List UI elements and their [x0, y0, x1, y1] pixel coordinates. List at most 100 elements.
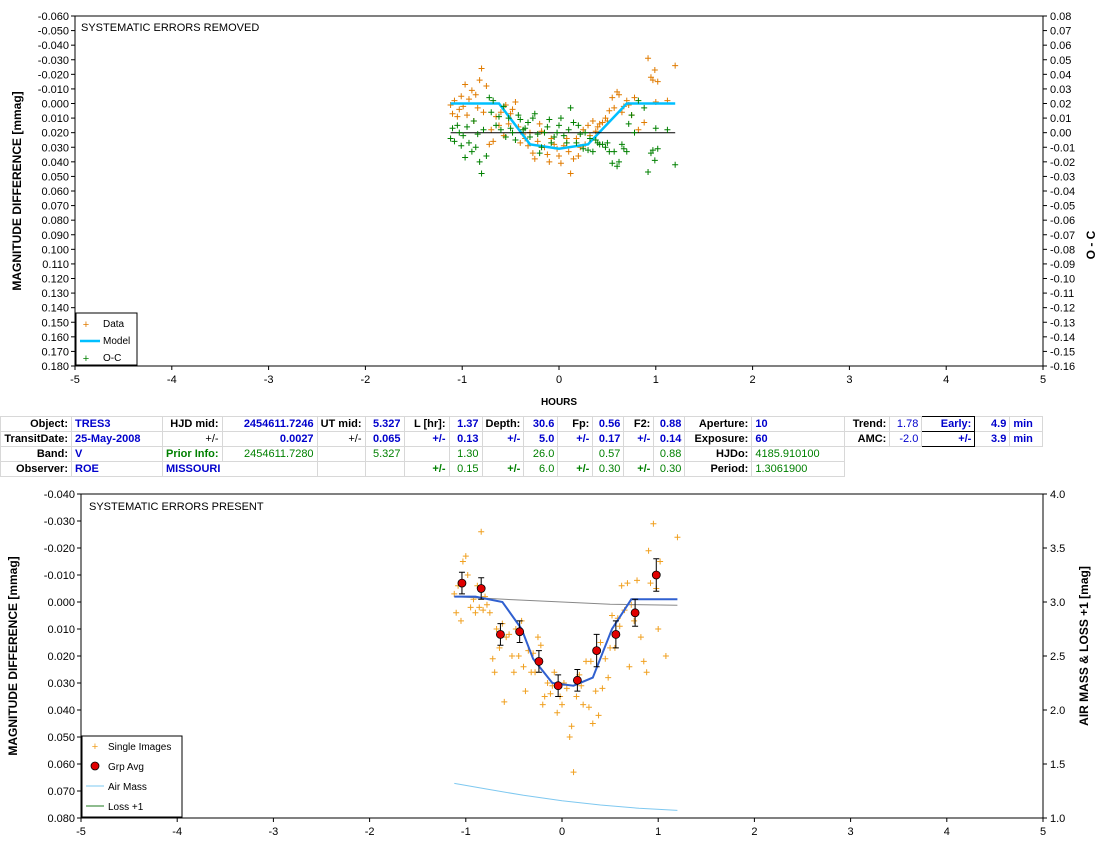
data-point	[488, 126, 495, 133]
oc-point	[483, 153, 490, 159]
single-image-point	[674, 534, 681, 541]
y-tick-label: 0.070	[41, 201, 69, 213]
oc-point	[551, 134, 558, 141]
oc-point	[468, 148, 475, 155]
y2-tick-label: 0.06	[1050, 40, 1071, 52]
x-tick-label: 2	[751, 826, 757, 838]
legend-label-data: Data	[103, 319, 125, 330]
data-point	[447, 101, 454, 108]
depth-err-label: +/-	[481, 431, 525, 447]
oc-point	[451, 138, 458, 145]
y-tick-label: -0.030	[38, 55, 69, 67]
single-image-point	[547, 690, 554, 697]
prior-f2: 0.88	[653, 446, 686, 462]
single-image-point	[493, 626, 500, 632]
chart-systematic-present: SYSTEMATIC ERRORS PRESENT -0.040 -0.030 -0…	[6, 489, 1091, 838]
single-image-point	[643, 669, 650, 676]
y-tick-label: 0.030	[41, 142, 69, 154]
x-tick-label: -4	[167, 374, 177, 386]
ut-value: 5.327	[364, 416, 405, 432]
oc-point	[635, 97, 642, 104]
y2-tick-label: 0.00	[1050, 128, 1071, 140]
oc-point	[575, 122, 582, 129]
data-point	[599, 119, 606, 126]
single-image-point	[515, 653, 522, 659]
oc-point	[554, 129, 561, 136]
y-tick-label: 0.060	[41, 186, 69, 198]
oc-point	[490, 97, 497, 104]
oc-point	[486, 94, 493, 101]
data-point	[654, 78, 661, 85]
ut-err-value: 0.065	[364, 431, 405, 447]
data-point	[631, 94, 638, 101]
location-value: MISSOURI	[162, 461, 318, 477]
period-value: 1.3061900	[751, 461, 846, 477]
chart-systematic-removed: SYSTEMATIC ERRORS REMOVED -0.060-0.050-0…	[10, 11, 1098, 408]
oc-point	[474, 131, 481, 138]
data-point	[483, 83, 490, 89]
aperture-label: Aperture:	[684, 416, 753, 432]
data-point	[534, 138, 541, 145]
oc-point	[614, 163, 621, 170]
grp-avg-point	[611, 629, 621, 639]
single-image-point	[539, 701, 546, 708]
prior-hjd: 2454611.7280	[221, 446, 318, 462]
single-image-point	[616, 623, 623, 630]
band-value: V	[71, 446, 163, 462]
single-image-point	[489, 655, 496, 662]
single-image-point	[537, 642, 544, 649]
x-tick-label: 4	[943, 374, 949, 386]
oc-point	[497, 126, 504, 133]
f2-value: 0.88	[653, 416, 686, 432]
single-image-point	[483, 601, 490, 608]
hjd-label: HJD mid:	[162, 416, 223, 432]
y2-tick-label: -0.02	[1050, 157, 1075, 169]
band-label: Band:	[0, 446, 72, 462]
single-image-point	[478, 528, 485, 535]
transit-info-table: Object: TRES3 HJD mid: 2454611.7246 UT m…	[0, 416, 1106, 478]
single-image-point	[624, 580, 631, 587]
data-point	[531, 155, 538, 162]
single-image-point	[459, 558, 466, 565]
oc-point	[580, 145, 587, 152]
date-value: 25-May-2008	[71, 431, 163, 447]
prior-ut-err-gap2	[364, 461, 405, 477]
data-point	[651, 66, 658, 73]
oc-point	[567, 104, 574, 111]
y-tick-label: 0.110	[42, 259, 69, 271]
oc-point	[472, 144, 479, 151]
x-tick-label: -5	[76, 826, 86, 838]
legend-box	[75, 312, 138, 366]
y-tick-label: 0.000	[41, 99, 69, 111]
prior-f2-err: 0.30	[653, 461, 686, 477]
x-tick-label: 5	[1040, 826, 1046, 838]
legend-marker-data: +	[83, 319, 89, 331]
single-image-point	[510, 669, 517, 676]
early-err-value: 3.9	[974, 431, 1011, 447]
y-tick-label: -0.040	[38, 40, 69, 52]
legend-label-airmass: Air Mass	[108, 782, 147, 793]
fp-err-label: +/-	[557, 431, 594, 447]
y-tick-label: -0.040	[44, 489, 75, 501]
single-image-point	[655, 626, 662, 632]
period-label: Period:	[684, 461, 753, 477]
single-image-point	[520, 663, 527, 670]
grp-avg-point	[630, 608, 640, 618]
legend-marker-single: +	[92, 741, 98, 753]
y-axis-label: MAGNITUDE DIFFERENCE [mmag]	[10, 91, 24, 290]
plot-area	[80, 493, 1044, 819]
object-label: Object:	[0, 416, 72, 432]
l-err-label: +/-	[403, 431, 450, 447]
y-tick-label: 0.010	[41, 113, 69, 125]
prior-f2-err-label: +/-	[623, 461, 655, 477]
ut-label: UT mid:	[316, 416, 366, 432]
grp-avg-point	[592, 646, 602, 656]
oc-point	[476, 158, 483, 165]
data-point	[635, 126, 642, 133]
exposure-value: 60	[751, 431, 846, 447]
oc-point	[478, 170, 485, 177]
early-label: Early:	[921, 416, 976, 432]
single-image-point	[650, 520, 657, 527]
x-tick-label: 1	[653, 374, 659, 386]
legend-label-loss: Loss +1	[108, 802, 144, 813]
